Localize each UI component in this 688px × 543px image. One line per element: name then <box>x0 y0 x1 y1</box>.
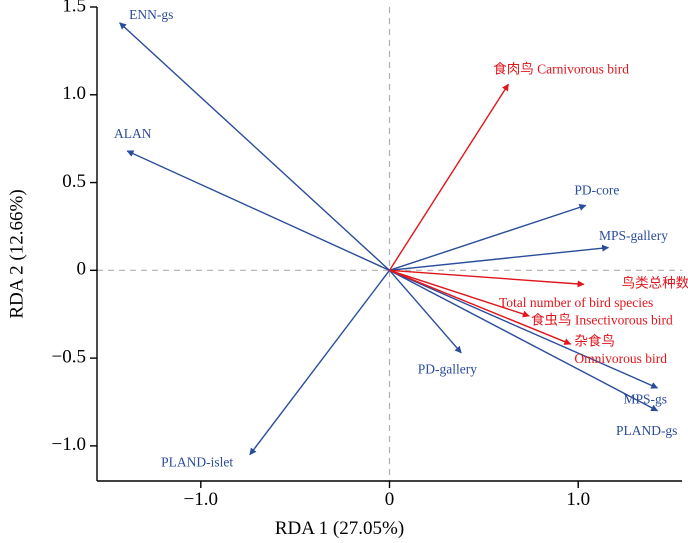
vector-arrow-environment-pd-gallery <box>388 269 462 354</box>
vector-arrow-environment-mps-gs <box>389 269 659 389</box>
vector-arrow-environment-pland-gs <box>389 269 659 412</box>
vector-label-environment-mps-gallery: MPS-gallery <box>599 228 668 243</box>
y-tick-label: 0 <box>77 259 87 280</box>
axis-ticks: −1.0 0 1.0 1.5 1.0 0.5 0 −0.5 −1.0 <box>52 0 591 510</box>
vector-arrow-bird-label <box>389 269 585 288</box>
vector-arrow-environment-pland-islet <box>249 269 391 456</box>
vector-label-environment-pland-gs: PLAND-gs <box>616 423 678 438</box>
vector-label-bird-carnivorous-bird: 食肉鸟 Carnivorous bird <box>493 60 629 76</box>
y-tick-label: −1.0 <box>52 434 86 455</box>
vector-label-bird-label: 杂食鸟 <box>574 332 615 348</box>
x-tick-label: 0 <box>385 489 395 510</box>
vector-arrow-environment-enn-gs <box>119 22 390 271</box>
vector-arrow-bird-carnivorous-bird <box>388 83 509 271</box>
vectors: ENN-gs ALAN PD-core MPS-gallery PD-gallery MP… <box>114 7 688 470</box>
y-tick-label: 0.5 <box>62 171 86 192</box>
vector-label-bird-omnivorous-bird: Omnivorous bird <box>574 351 667 366</box>
vector-arrow-environment-alan <box>126 150 390 271</box>
y-tick-label: 1.0 <box>62 83 86 104</box>
reference-lines <box>97 7 682 481</box>
x-tick-label: −1.0 <box>184 489 218 510</box>
y-axis-title: RDA 2 (12.66%) <box>6 189 27 318</box>
vector-label-bird-total-number-of-bird-species: Total number of bird species <box>499 295 653 310</box>
vector-label-environment-mps-gs: MPS-gs <box>624 391 668 406</box>
vector-label-environment-pd-core: PD-core <box>574 182 619 197</box>
vector-label-environment-pland-islet: PLAND-islet <box>161 455 233 470</box>
y-tick-label: −0.5 <box>52 346 86 367</box>
vector-arrow-environment-mps-gallery <box>389 244 610 272</box>
vector-label-bird-label: 鸟类总种数 <box>622 275 688 290</box>
vector-arrow-bird-insectivorous-bird <box>389 269 530 318</box>
vector-label-environment-alan: ALAN <box>114 126 152 141</box>
vector-label-environment-enn-gs: ENN-gs <box>129 7 173 22</box>
x-axis-title: RDA 1 (27.05%) <box>275 518 404 539</box>
vector-label-bird-insectivorous-bird: 食虫鸟 Insectivorous bird <box>531 311 673 327</box>
y-tick-label: 1.5 <box>62 0 86 16</box>
vector-label-environment-pd-gallery: PD-gallery <box>418 361 477 376</box>
x-tick-label: 1.0 <box>566 489 590 510</box>
vector-arrow-bird-label <box>389 269 572 345</box>
vector-arrow-environment-pd-core <box>389 204 587 271</box>
